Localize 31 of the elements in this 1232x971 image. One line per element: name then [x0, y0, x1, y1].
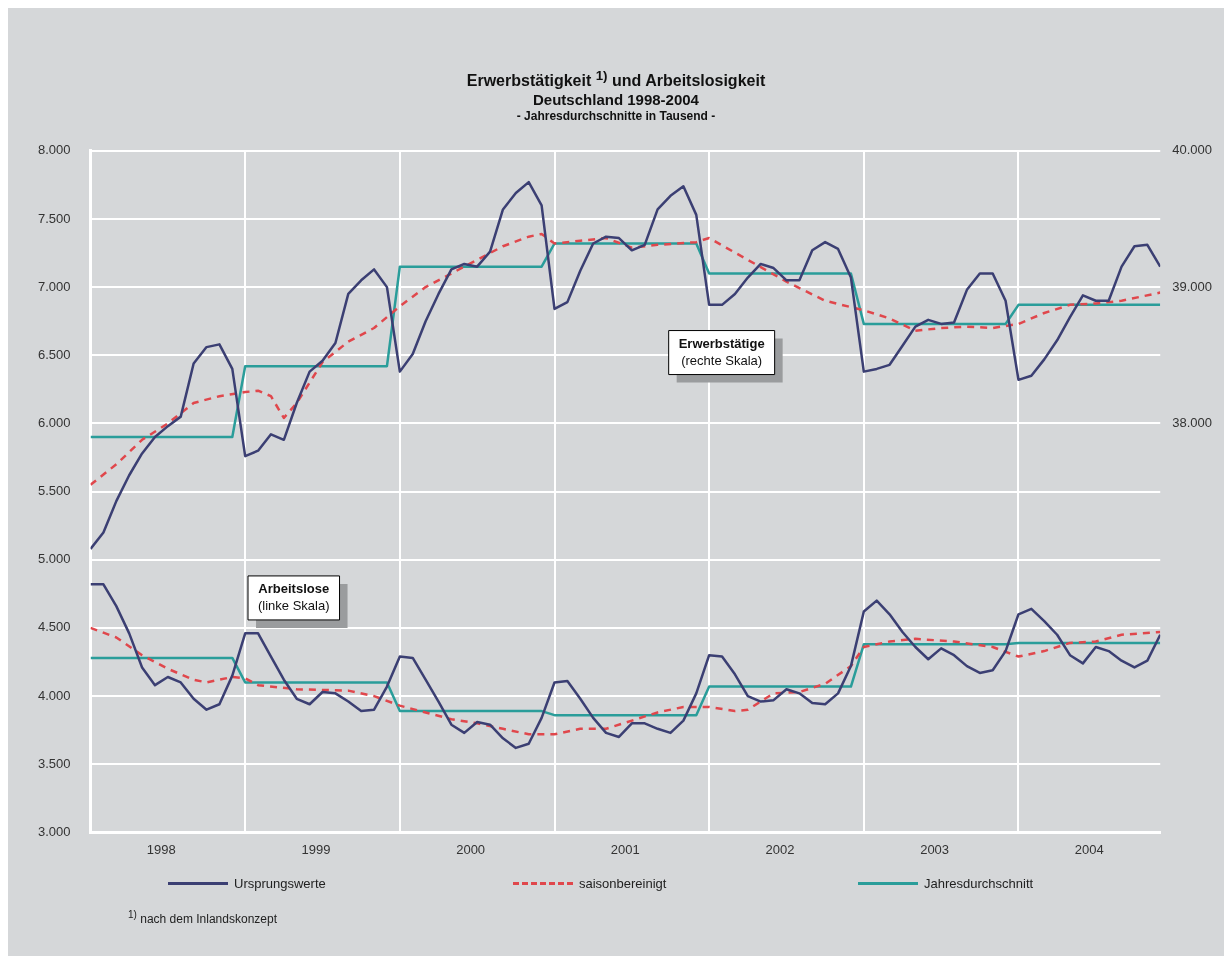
chart-subtitle: Deutschland 1998-2004 - Jahresdurchschnitte in Tausend - — [515, 91, 717, 124]
annotation: Arbeitslose (linke Skala) — [258, 581, 330, 614]
y2-tick-label: 38.000 — [1172, 415, 1212, 431]
y-tick-label: 6.000 — [37, 415, 71, 431]
y2-tick-label: 39.000 — [1172, 279, 1212, 295]
chart-title: Erwerbstätigkeit $^{1)}$ und Arbeitslosigkeit — [465, 68, 767, 91]
y-tick-label: 7.000 — [37, 279, 71, 295]
text: $^{1)}$ nach dem Inlandskonzept — [127, 909, 278, 927]
y-tick-label: 7.500 — [37, 210, 71, 226]
line-series — [90, 627, 1161, 736]
y-tick-label: 4.000 — [37, 687, 71, 703]
y-tick-label: 6.500 — [37, 347, 71, 363]
x-tick-label: 2002 — [765, 842, 795, 858]
y-tick-label: 5.000 — [37, 551, 71, 567]
y-tick-label: 3.000 — [37, 824, 71, 840]
legend-label: saisonbereinigt — [579, 876, 667, 892]
y-tick-label: 3.500 — [37, 756, 71, 772]
x-tick-label: 2001 — [610, 842, 640, 858]
x-tick-label: 2004 — [1074, 842, 1104, 858]
legend-label: Jahresdurchschnitt — [924, 876, 1034, 892]
y-tick-label: 4.500 — [37, 619, 71, 635]
x-tick-label: 1998 — [146, 842, 176, 858]
legend-label: Ursprungswerte — [234, 876, 326, 892]
y-tick-label: 8.000 — [37, 142, 71, 158]
x-tick-label: 1999 — [301, 842, 331, 858]
x-tick-label: 2000 — [456, 842, 486, 858]
annotation: Erwerbstätige (rechte Skala) — [678, 335, 765, 368]
y-tick-label: 5.500 — [37, 483, 71, 499]
y2-tick-label: 40.000 — [1172, 142, 1212, 158]
x-tick-label: 2003 — [920, 842, 950, 858]
line-series — [90, 233, 1161, 487]
